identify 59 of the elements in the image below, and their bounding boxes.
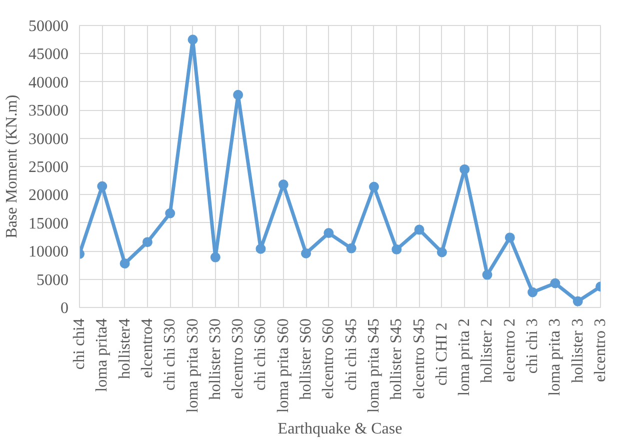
point bbox=[278, 180, 288, 190]
y-tick-label: 5000 bbox=[36, 272, 68, 289]
x-tick-label: chi chi S60 bbox=[252, 318, 270, 390]
x-tick-label: elcentro 2 bbox=[501, 318, 518, 382]
x-tick-label: elcentro S60 bbox=[320, 318, 338, 399]
point bbox=[210, 252, 220, 262]
x-tick-label: elcentro S30 bbox=[230, 318, 247, 399]
point bbox=[324, 228, 334, 238]
x-tick-label: chi CHI 2 bbox=[433, 322, 450, 386]
x-tick-label: hollister S30 bbox=[206, 318, 224, 400]
point bbox=[460, 164, 470, 174]
point bbox=[482, 270, 492, 280]
point bbox=[414, 224, 424, 235]
y-tick-label: 25000 bbox=[28, 159, 68, 176]
point bbox=[436, 247, 447, 258]
y-tick-label: 45000 bbox=[28, 46, 68, 64]
x-tick-label: loma prita4 bbox=[94, 318, 111, 392]
x-tick-label: chi chi S45 bbox=[342, 318, 360, 390]
x-tick-label: hollister4 bbox=[116, 318, 134, 379]
x-tick-label: hollister 3 bbox=[569, 318, 586, 383]
y-tick-label: 50000 bbox=[28, 18, 68, 35]
point bbox=[550, 278, 560, 288]
point bbox=[165, 208, 176, 218]
x-tick-label: loma prita S45 bbox=[365, 318, 382, 413]
point bbox=[188, 34, 198, 45]
y-tick-label: 30000 bbox=[28, 130, 68, 148]
point bbox=[392, 244, 402, 254]
x-tick-label: elcentro4 bbox=[138, 318, 156, 378]
y-tick-label: 35000 bbox=[28, 102, 68, 120]
point bbox=[97, 181, 108, 192]
y-tick-label: 15000 bbox=[28, 215, 68, 232]
point bbox=[256, 244, 266, 254]
x-tick-label: loma prita 2 bbox=[456, 318, 474, 396]
point bbox=[368, 182, 379, 192]
point bbox=[301, 248, 312, 258]
x-tick-label: hollister 2 bbox=[478, 318, 496, 383]
y-tick-label: 0 bbox=[60, 300, 68, 317]
point bbox=[233, 90, 244, 100]
y-tick-label: 20000 bbox=[28, 187, 68, 204]
x-tick-label: loma prita S60 bbox=[274, 318, 292, 413]
x-tick-label: chi chi4 bbox=[71, 318, 88, 370]
x-tick-label: loma prita S30 bbox=[184, 318, 202, 413]
x-tick-label: chi chi 3 bbox=[524, 318, 542, 374]
y-tick-label: 10000 bbox=[28, 244, 68, 261]
point bbox=[572, 296, 583, 306]
point bbox=[528, 287, 538, 298]
x-tick-label: elcentro 3 bbox=[592, 318, 609, 382]
y-tick-label: 40000 bbox=[28, 74, 68, 92]
point bbox=[346, 243, 356, 254]
point bbox=[120, 258, 130, 268]
x-tick-label: hollister S60 bbox=[298, 318, 315, 400]
x-axis-title: Earthquake & Case bbox=[278, 420, 402, 438]
y-axis-title: Base Moment (KN.m) bbox=[4, 94, 20, 238]
x-tick-label: loma prita 3 bbox=[546, 318, 564, 396]
point bbox=[504, 232, 515, 243]
x-tick-label: elcentro S45 bbox=[410, 318, 428, 399]
x-tick-label: chi chi S30 bbox=[162, 318, 179, 390]
x-tick-label: hollister S45 bbox=[388, 318, 406, 400]
point bbox=[142, 237, 152, 248]
